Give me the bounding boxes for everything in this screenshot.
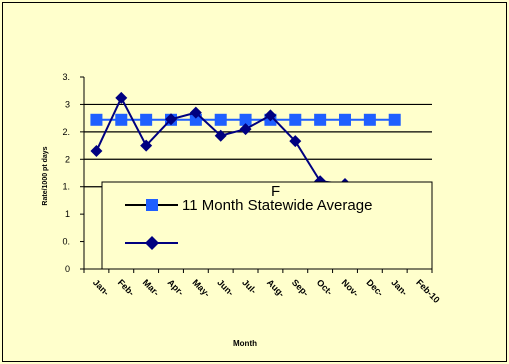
legend-swatch-diamond <box>145 236 159 250</box>
y-tick-label: 2. <box>62 127 70 137</box>
data-point-square <box>314 113 327 126</box>
data-point-diamond <box>189 106 202 119</box>
x-tick-label: Feb- <box>116 277 137 298</box>
y-tick-label: 0. <box>62 237 70 247</box>
y-tick-labels: 0 0. 1 1. 2 2. 3 3. <box>62 72 70 274</box>
x-tick-label: Jul- <box>240 277 258 295</box>
x-tick-label: Feb-10 <box>414 277 442 305</box>
annotation-text: F <box>271 183 280 200</box>
data-point-diamond <box>214 129 227 142</box>
data-point-diamond <box>289 135 302 148</box>
legend-box <box>101 181 433 270</box>
x-tick-label: Apr- <box>166 277 186 297</box>
y-tick-label: 1 <box>65 209 70 219</box>
legend-swatch-square <box>146 199 158 211</box>
y-tick-label: 2 <box>65 154 70 164</box>
x-tick-label: Oct- <box>315 277 335 297</box>
x-tick-label: Jun- <box>215 277 236 298</box>
data-point-diamond <box>239 123 252 136</box>
data-point-square <box>239 113 252 126</box>
x-tick-label: Nov- <box>340 277 361 298</box>
y-tick-label: 1. <box>62 182 70 192</box>
x-tick-label: Jan- <box>91 277 111 297</box>
x-tick-label: Dec- <box>364 277 385 298</box>
data-point-diamond <box>264 109 277 122</box>
legend: 11 Month Statewide Average <box>101 181 433 270</box>
x-tick-label: Mar- <box>141 277 162 298</box>
data-point-square <box>289 113 302 126</box>
x-tick-label: Jan- <box>389 277 409 297</box>
x-tick-label: Sep- <box>290 277 311 298</box>
data-point-square <box>115 113 128 126</box>
grid-lines <box>84 103 432 188</box>
series-2 <box>90 91 351 190</box>
x-tick-labels: Jan- Feb- Mar- Apr- May- Jun- Jul- Aug- Sep- Oct-… <box>91 277 442 305</box>
data-point-square <box>363 113 376 126</box>
x-tick-label: May- <box>190 277 212 299</box>
data-point-square <box>388 113 401 126</box>
y-axis-label: Rate/1000 pt days <box>42 146 49 205</box>
series <box>90 91 401 190</box>
y-tick-label: 0 <box>65 264 70 274</box>
data-point-diamond <box>165 113 177 126</box>
data-point-square <box>90 113 103 126</box>
data-point-square <box>214 113 227 126</box>
data-point-diamond <box>90 145 103 158</box>
data-point-square <box>140 113 153 126</box>
y-tick-label: 3 <box>65 99 70 109</box>
y-tick-label: 3. <box>62 72 70 82</box>
data-point-diamond <box>115 91 128 104</box>
x-axis-label: Month <box>233 339 257 348</box>
x-tick-label: Aug- <box>265 277 287 299</box>
legend-label: 11 Month Statewide Average <box>182 197 372 214</box>
data-point-diamond <box>140 139 153 152</box>
data-point-square <box>339 113 351 126</box>
